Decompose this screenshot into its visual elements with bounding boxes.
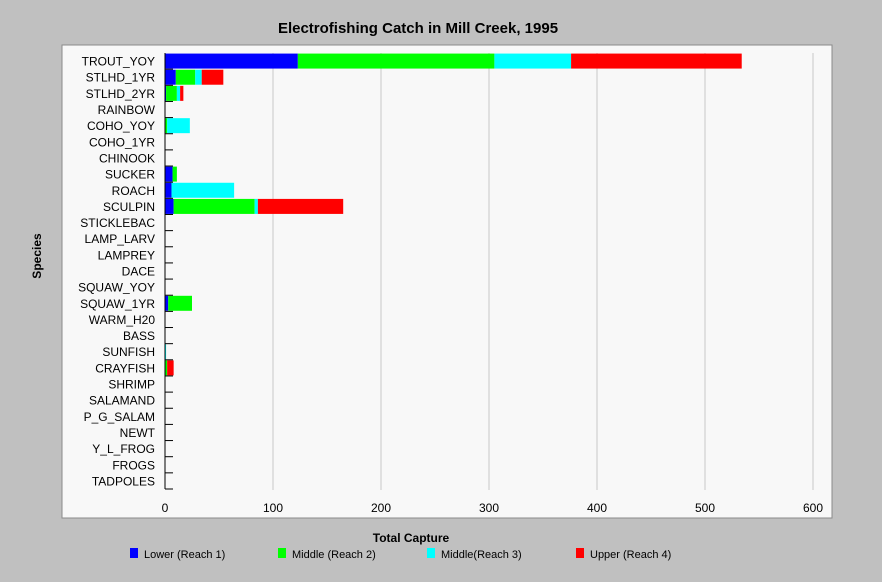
legend-swatch <box>427 548 435 558</box>
x-tick-labels: 0 100 200 300 400 500 600 <box>162 501 824 515</box>
bar-segment <box>165 182 172 198</box>
bar-segment <box>201 69 224 85</box>
y-tick-label: TADPOLES <box>92 474 155 488</box>
y-tick-label: SUNFISH <box>102 345 155 359</box>
bar-segment <box>165 69 176 85</box>
legend-label: Upper (Reach 4) <box>590 549 671 561</box>
y-axis-label: Species <box>30 233 44 279</box>
y-tick-label: Y_L_FROG <box>92 442 155 456</box>
bar-segment <box>254 198 258 214</box>
bar-segment <box>195 69 202 85</box>
x-tick-label: 100 <box>263 501 283 515</box>
y-tick-label: COHO_YOY <box>87 119 155 133</box>
bar-segment <box>257 198 344 214</box>
y-tick-label: SQUAW_YOY <box>78 281 155 295</box>
legend-label: Lower (Reach 1) <box>144 549 225 561</box>
y-tick-label: STLHD_1YR <box>86 71 156 85</box>
bar-segment <box>171 182 235 198</box>
bar-segment <box>165 344 167 360</box>
bar-segment <box>173 198 255 214</box>
plot-frame <box>61 44 833 519</box>
legend-swatch <box>278 548 286 558</box>
y-tick-labels: TROUT_YOY STLHD_1YR STLHD_2YR RAINBOW COHO_Y… <box>78 55 173 490</box>
bar-segment <box>165 85 167 101</box>
bar-segment <box>172 166 177 182</box>
y-tick-label: SHRIMP <box>108 378 155 392</box>
bar-segment <box>494 53 572 69</box>
legend-swatch <box>130 548 138 558</box>
chart-title: Electrofishing Catch in Mill Creek, 1995 <box>278 20 558 37</box>
bar-segment <box>571 53 742 69</box>
x-tick-label: 400 <box>587 501 607 515</box>
y-tick-label: ROACH <box>112 184 155 198</box>
x-tick-label: 500 <box>695 501 715 515</box>
legend-swatch <box>576 548 584 558</box>
legend: Lower (Reach 1) Middle (Reach 2) Middle(Re… <box>130 548 671 561</box>
y-tick-label: SCULPIN <box>103 200 155 214</box>
y-tick-label: NEWT <box>120 426 156 440</box>
y-tick-label: FROGS <box>112 458 155 472</box>
y-tick-label: DACE <box>122 265 155 279</box>
y-tick-label: SUCKER <box>105 168 155 182</box>
legend-label: Middle (Reach 2) <box>292 549 376 561</box>
bar-segment <box>167 118 190 134</box>
bar-segment <box>297 53 495 69</box>
x-tick-label: 600 <box>803 501 823 515</box>
y-tick-label: TROUT_YOY <box>82 55 155 69</box>
y-tick-label: LAMPREY <box>98 248 155 262</box>
bar-segment <box>167 360 174 376</box>
bar-segment <box>165 53 298 69</box>
bar-segment <box>180 85 184 101</box>
y-tick-label: SALAMAND <box>89 394 155 408</box>
y-tick-label: RAINBOW <box>98 103 156 117</box>
bar-segment <box>166 85 177 101</box>
y-tick-label: STLHD_2YR <box>86 87 156 101</box>
bars <box>165 53 742 376</box>
y-tick-label: P_G_SALAM <box>84 410 155 424</box>
y-tick-label: WARM_H20 <box>89 313 156 327</box>
bar-segment <box>165 166 173 182</box>
y-tick-label: BASS <box>123 329 155 343</box>
y-tick-label: LAMP_LARV <box>85 232 155 246</box>
y-tick-label: CHINOOK <box>99 151 155 165</box>
x-tick-label: 200 <box>371 501 391 515</box>
bar-segment <box>175 69 196 85</box>
x-axis-label: Total Capture <box>373 531 450 545</box>
y-tick-label: SQUAW_1YR <box>80 297 155 311</box>
bar-segment <box>168 295 192 311</box>
y-tick-label: STICKLEBAC <box>80 216 155 230</box>
grid-lines <box>272 53 814 490</box>
x-tick-label: 0 <box>162 501 169 515</box>
bar-segment <box>165 360 168 376</box>
bar-segment <box>176 85 181 101</box>
legend-label: Middle(Reach 3) <box>441 549 522 561</box>
bar-segment <box>165 198 174 214</box>
y-tick-label: CRAYFISH <box>95 361 155 375</box>
bar-segment <box>165 295 169 311</box>
y-tick-label: COHO_1YR <box>89 135 155 149</box>
bar-segment <box>165 118 168 134</box>
x-tick-label: 300 <box>479 501 499 515</box>
